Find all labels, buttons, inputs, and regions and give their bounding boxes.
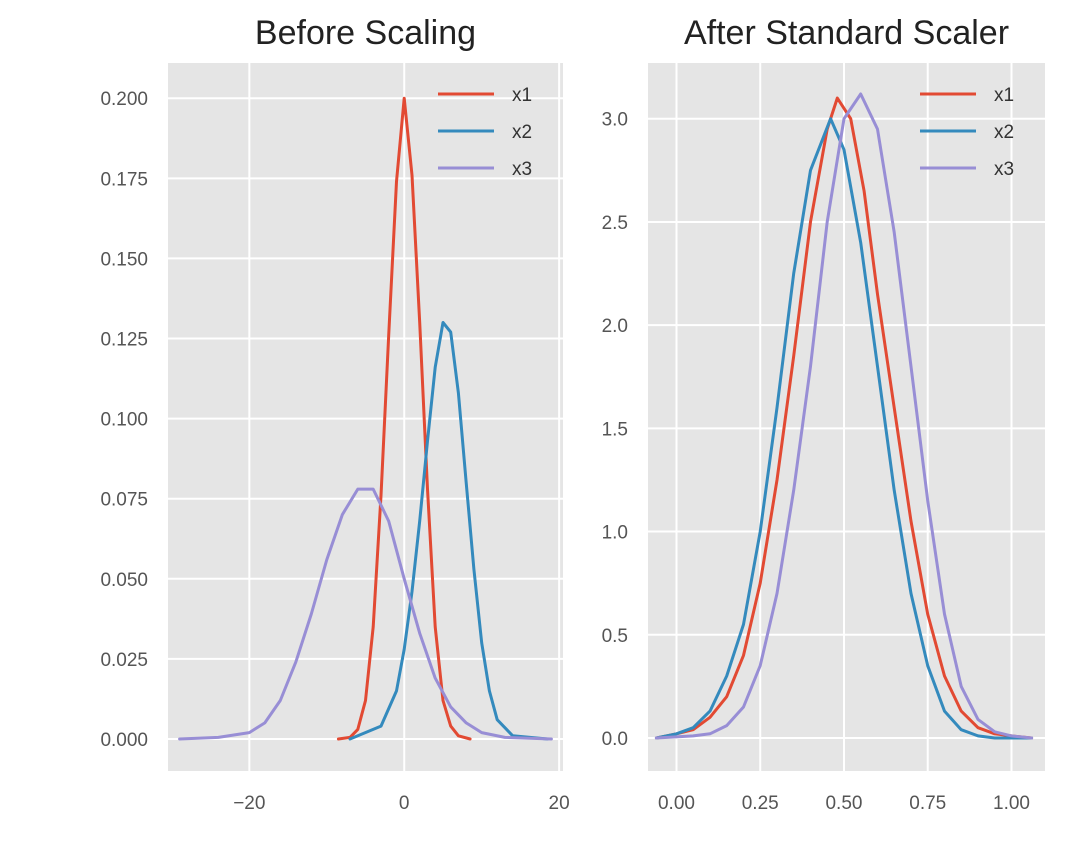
after-y-tick-label: 0.0	[602, 729, 628, 750]
before-legend: x1 x2 x3	[438, 85, 532, 180]
before-y-tick-label: 0.025	[100, 650, 148, 671]
before-series-line-x1	[336, 96, 472, 741]
before-y-tick-label: 0.000	[100, 730, 148, 751]
before-x-tick-label: 20	[549, 793, 570, 814]
before-chart-title: Before Scaling	[255, 14, 476, 52]
before-legend-label-x2: x2	[512, 122, 532, 143]
after-y-tick-label: 3.0	[602, 110, 628, 131]
before-series-line-x2	[348, 321, 549, 741]
before-y-tick-label: 0.075	[100, 490, 148, 511]
after-axes-background	[648, 63, 1045, 771]
before-axes-background	[168, 63, 563, 771]
after-x-tick-label: 0.00	[658, 793, 695, 814]
after-legend-label-x2: x2	[994, 122, 1014, 143]
after-series-line-x1	[654, 96, 1034, 740]
after-series-line-x3	[654, 92, 1034, 740]
after-y-tick-label: 1.5	[602, 419, 628, 440]
after-x-tick-label: 0.75	[909, 793, 946, 814]
after-y-tick-label: 2.0	[602, 316, 628, 337]
before-y-tick-label: 0.100	[100, 410, 148, 431]
before-y-tick-label: 0.125	[100, 330, 148, 351]
after-legend-label-x3: x3	[994, 159, 1014, 180]
after-x-tick-label: 0.50	[825, 793, 862, 814]
before-x-tick-label: 0	[399, 793, 410, 814]
after-y-tick-label: 2.5	[602, 213, 628, 234]
before-x-tick-label: −20	[233, 793, 265, 814]
after-chart-title: After Standard Scaler	[684, 14, 1009, 52]
before-y-tick-label: 0.150	[100, 249, 148, 270]
after-x-tick-label: 0.25	[742, 793, 779, 814]
before-y-tick-label: 0.050	[100, 570, 148, 591]
after-y-tick-label: 0.5	[602, 626, 628, 647]
before-y-tick-label: 0.200	[100, 89, 148, 110]
after-y-tick-label: 1.0	[602, 523, 628, 544]
after-x-tick-label: 1.00	[993, 793, 1030, 814]
after-series-line-x2	[654, 117, 1034, 740]
after-standard-scaler-plot: 0.00 0.25 0.50 0.75 1.00 0.0 0.5 1.0 1.5 2.0 2.5 3.…	[602, 14, 1045, 814]
before-series-line-x3	[178, 487, 553, 741]
after-legend: x1 x2 x3	[920, 85, 1014, 180]
after-legend-label-x1: x1	[994, 85, 1014, 106]
before-legend-label-x3: x3	[512, 159, 532, 180]
before-legend-label-x1: x1	[512, 85, 532, 106]
before-y-tick-label: 0.175	[100, 169, 148, 190]
before-scaling-plot: −20 0 20 0.000 0.025 0.050 0.075 0.100 0.125 0.15…	[100, 14, 569, 814]
